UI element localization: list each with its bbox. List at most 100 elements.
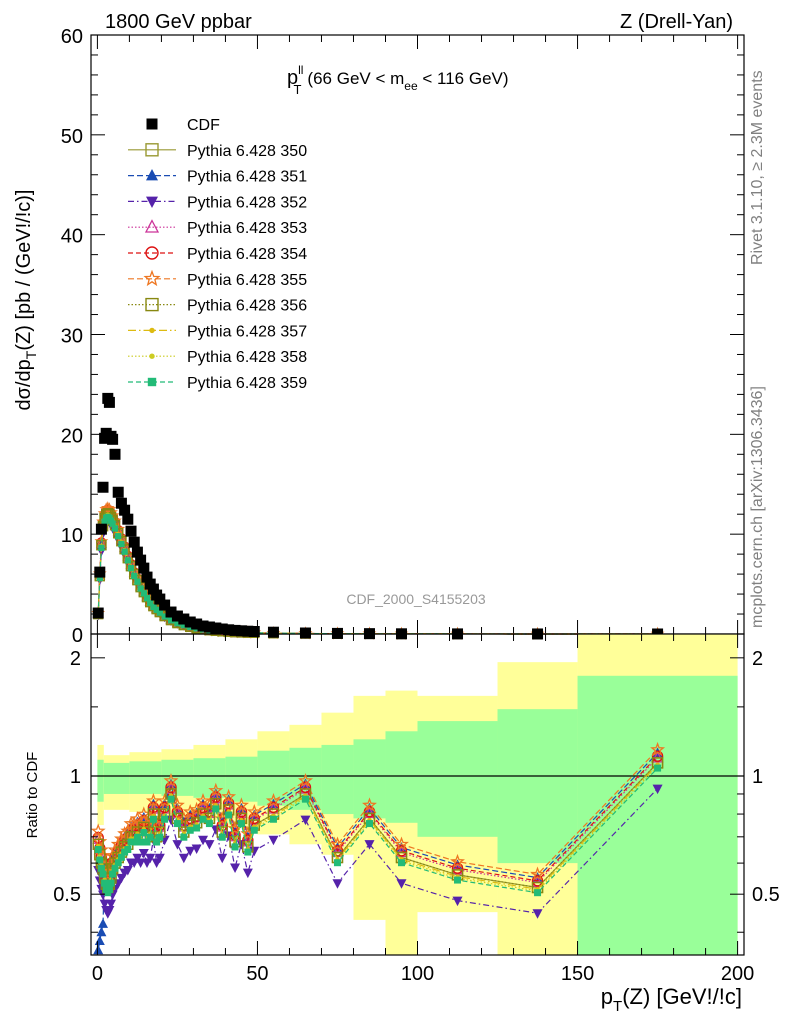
main-ylabel: dσ/dpT(Z) [pb / (GeV!/!c)]: [13, 190, 39, 411]
mc-point-359: [147, 599, 154, 607]
band-inner: [103, 762, 130, 794]
ratio-point-352: [106, 899, 117, 910]
ratio-point-355: [246, 803, 262, 819]
band-inner: [257, 750, 290, 806]
cdf-point: [122, 513, 134, 525]
cdf-point: [135, 554, 147, 566]
cdf-point: [141, 571, 153, 583]
main-ylabel-sub: T: [23, 350, 39, 359]
cdf-point: [115, 497, 127, 509]
band-inner: [497, 709, 578, 864]
ratio-point-359: [161, 815, 169, 823]
ratio-point-359: [146, 833, 154, 841]
annotation-range-post: < 116 GeV): [418, 69, 509, 88]
ratio-point-352: [138, 849, 149, 859]
main-ytick-label: 20: [61, 425, 83, 447]
cdf-point: [119, 504, 131, 516]
band-inner: [321, 744, 354, 815]
ratio-point-355: [298, 773, 314, 788]
ratio-point-359: [180, 833, 188, 841]
ratio-point-355: [650, 741, 666, 757]
mc-point-359: [121, 548, 128, 555]
ratio-point-359: [94, 845, 102, 853]
ratio-point-359: [365, 820, 373, 828]
xlabel-sub: T: [613, 998, 622, 1015]
legend-marker: [149, 327, 155, 334]
legend-label: Pythia 6.428 355: [187, 272, 307, 289]
ratio-point-355: [529, 866, 545, 881]
ratio-point-359: [111, 864, 119, 872]
analysis-id: CDF_2000_S4155203: [346, 591, 486, 607]
annotation-sub: T: [293, 82, 301, 97]
mc-point-359: [115, 533, 122, 540]
band-inner: [129, 761, 162, 794]
main-ylabel-post: (Z) [pb / (GeV!/!c)]: [13, 190, 35, 351]
ratio-point-352: [364, 840, 375, 850]
cdf-point: [248, 626, 260, 638]
cdf-point: [203, 621, 215, 633]
mc-point-359: [140, 590, 147, 597]
band-inner: [577, 675, 738, 955]
ratio-point-355: [221, 788, 237, 804]
ratio-point-359: [218, 833, 226, 841]
cdf-point: [125, 525, 137, 537]
ratio-point-359: [124, 845, 132, 853]
mc-point-359: [127, 564, 135, 572]
mc-point-359: [167, 617, 175, 624]
ratio-point-352: [249, 846, 260, 857]
ratio-point-351: [94, 935, 105, 945]
ratio-point-354: [158, 801, 171, 814]
ratio-point-352: [652, 784, 663, 795]
mc-point-359: [161, 613, 168, 620]
annotation-range-pre: (66 GeV < m: [307, 69, 404, 88]
legend-label: Pythia 6.428 350: [187, 143, 307, 160]
band-outer: [385, 690, 418, 955]
ratio-panel: 0.5 0.5 1 1 2 2 0 50 100 150 200: [53, 633, 780, 985]
pt-annotation: pll T (66 GeV < mee < 116 GeV): [287, 63, 509, 97]
annotation-p: p: [287, 67, 298, 89]
ratio-point-352: [217, 853, 228, 864]
ratio-point-359: [205, 820, 213, 828]
ratio-point-359: [534, 889, 542, 897]
mc-point-359: [98, 544, 105, 551]
ratio-xtick-label: 0: [92, 963, 103, 985]
ratio-xtick-label: 200: [721, 963, 754, 985]
cdf-point: [154, 593, 166, 605]
ratio-point-352: [242, 868, 253, 879]
cdf-point: [184, 616, 196, 628]
ratio-point-352: [145, 853, 156, 864]
ratio-point-352: [185, 846, 196, 857]
ratio-point-359: [250, 826, 258, 834]
ratio-point-359: [244, 848, 252, 856]
ratio-point-354: [299, 781, 312, 793]
cdf-point: [210, 622, 222, 634]
cdf-point: [107, 433, 119, 445]
mc-point-359: [131, 572, 138, 580]
legend-label: Pythia 6.428 357: [187, 323, 307, 340]
legend-marker: [146, 118, 158, 130]
mc-point-359: [150, 603, 157, 611]
mc-point-359: [143, 595, 151, 602]
ratio-point-354: [267, 801, 280, 814]
cdf-point: [109, 448, 121, 460]
legend-label: Pythia 6.428 356: [187, 298, 307, 315]
annotation-range-sub: ee: [404, 79, 418, 93]
ratio-point-351: [93, 944, 104, 955]
mcplots-label: mcplots.cern.ch [arXiv:1306.3436]: [749, 386, 766, 628]
mc-point-359: [101, 518, 108, 525]
ratio-point-359: [149, 815, 157, 823]
ratio-point-352: [166, 815, 177, 826]
ratio-point-351: [96, 926, 107, 937]
legend-marker: [145, 143, 159, 157]
ratio-point-352: [396, 879, 407, 889]
ratio-point-352: [332, 879, 343, 889]
cdf-point: [216, 623, 228, 635]
annotation-sup: ll: [298, 63, 303, 77]
main-ytick-label: 0: [72, 625, 83, 647]
ratio-ytick-label: 0.5: [53, 884, 81, 906]
legend-marker: [145, 297, 159, 312]
ratio-point-359: [140, 829, 148, 837]
ratio-point-355: [176, 810, 192, 826]
ratio-point-355: [265, 792, 282, 808]
ratio-point-354: [229, 829, 241, 841]
